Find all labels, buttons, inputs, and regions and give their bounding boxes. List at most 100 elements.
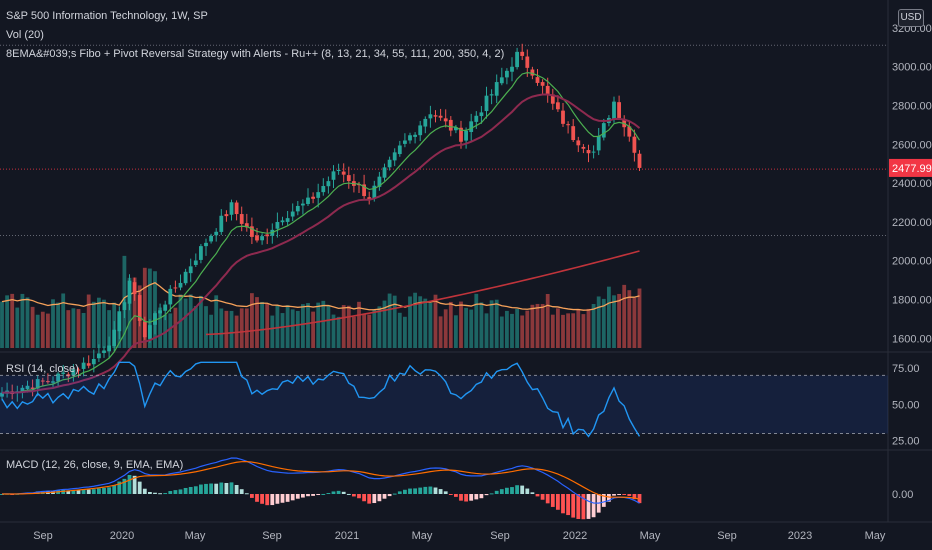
candle-body <box>387 159 392 168</box>
macd-histogram-bar <box>612 494 616 496</box>
candle-body <box>193 260 198 265</box>
macd-histogram-bar <box>545 494 550 504</box>
candle-body <box>484 95 489 112</box>
time-tick-label: May <box>185 530 206 542</box>
macd-histogram-bar <box>566 494 570 516</box>
volume-bar <box>56 302 60 348</box>
macd-histogram-bar <box>183 487 188 494</box>
candle-body <box>617 102 621 118</box>
last-price-label: 2477.99 <box>892 163 932 175</box>
volume-bars <box>0 255 642 348</box>
macd-histogram-bar <box>346 493 351 495</box>
macd-histogram-bar <box>510 487 514 494</box>
macd-histogram-bar <box>336 490 341 494</box>
volume-bar <box>397 312 402 348</box>
macd-histogram-bar <box>285 494 290 502</box>
candle-body <box>91 358 96 365</box>
macd-histogram-bar <box>622 494 627 495</box>
rsi-tick-label: 25.00 <box>892 436 920 448</box>
macd-histogram-bar <box>193 486 198 494</box>
macd-histogram-bar <box>433 487 438 494</box>
candle-body <box>127 280 132 304</box>
candle-body <box>168 288 173 305</box>
time-tick-label: May <box>412 530 433 542</box>
volume-bar <box>229 310 234 348</box>
volume-bar <box>469 309 474 348</box>
candle-body <box>637 153 642 168</box>
candle-body <box>505 70 509 78</box>
volume-bar <box>153 271 157 348</box>
grid-lines <box>0 0 932 523</box>
candle-body <box>239 214 244 224</box>
candle-body <box>433 115 438 117</box>
macd-histogram-bar <box>387 494 392 497</box>
candle-body <box>112 329 117 347</box>
candle-body <box>290 211 295 217</box>
macd-histogram-bar <box>326 493 331 495</box>
volume-bar <box>132 277 137 348</box>
volume-bar <box>494 299 499 348</box>
macd-histogram-bar <box>173 490 178 494</box>
macd-histogram-bar <box>199 484 203 494</box>
volume-bar <box>530 304 535 348</box>
macd-histogram-bar <box>459 494 463 501</box>
candle-body <box>107 345 111 352</box>
candle-body <box>346 175 351 182</box>
macd-histogram-bar <box>454 494 458 497</box>
volume-bar <box>357 301 361 348</box>
candle-body <box>137 295 142 321</box>
volume-bar <box>158 307 162 348</box>
macd-histogram-bar <box>148 491 152 494</box>
time-tick-label: Sep <box>262 530 282 542</box>
macd-histogram-bar <box>362 494 366 502</box>
macd-histogram-bar <box>265 494 270 506</box>
volume-bar <box>270 315 275 348</box>
candle-body <box>362 184 366 197</box>
rsi-tick-label: 50.00 <box>892 399 920 411</box>
volume-bar <box>474 293 479 348</box>
candle-body <box>142 321 147 338</box>
volume-bar <box>438 316 443 348</box>
volume-bar <box>387 293 392 348</box>
macd-histogram-bar <box>428 486 433 494</box>
candle-body <box>244 223 249 228</box>
macd-histogram-bar <box>71 489 76 494</box>
volume-bar <box>35 314 40 348</box>
currency-button[interactable]: USD <box>898 9 924 27</box>
candle-body <box>178 282 183 288</box>
macd-histogram-bar <box>474 494 479 500</box>
volume-bar <box>433 294 438 348</box>
candle-body <box>382 167 387 178</box>
price-tick-label: 2600.00 <box>892 139 932 151</box>
candle-body <box>596 135 601 151</box>
candle-body <box>403 140 407 144</box>
macd-histogram-bar <box>219 482 224 494</box>
volume-bar <box>51 299 55 348</box>
candle-body <box>158 310 162 314</box>
macd-histogram-bar <box>586 494 591 519</box>
chart-title: S&P 500 Information Technology, 1W, SP <box>6 10 208 22</box>
time-tick-label: May <box>865 530 886 542</box>
volume-bar <box>193 305 198 348</box>
macd-histogram-bar <box>494 490 499 494</box>
volume-bar <box>255 297 259 348</box>
volume-bar <box>40 311 45 348</box>
macd-histogram-bar <box>224 482 229 494</box>
candle-body <box>30 387 35 389</box>
time-tick-label: 2023 <box>788 530 812 542</box>
macd-histogram-bar <box>102 487 106 494</box>
volume-bar <box>408 296 412 348</box>
volume-bar <box>5 295 9 348</box>
price-tick-label: 1800.00 <box>892 294 932 306</box>
volume-bar <box>290 309 295 348</box>
time-tick-label: Sep <box>717 530 737 542</box>
volume-bar <box>428 303 433 348</box>
macd-histogram-bar <box>178 489 183 494</box>
candle-body <box>459 127 463 142</box>
volume-bar <box>596 296 601 348</box>
candle-body <box>122 302 127 310</box>
macd-histogram-bar <box>168 491 173 494</box>
macd-histogram-bar <box>392 493 397 495</box>
candle-body <box>35 379 40 389</box>
